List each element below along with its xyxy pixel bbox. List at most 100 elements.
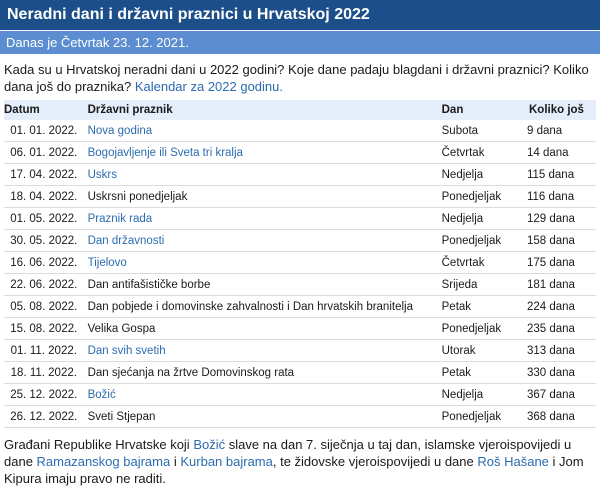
- holiday-date: 01. 05. 2022.: [4, 207, 84, 230]
- table-row: 22. 06. 2022. Dan antifašističke borbe Sri…: [4, 273, 596, 296]
- holiday-name-cell: Božić: [83, 383, 442, 406]
- holiday-name-cell: Nova godina: [83, 120, 442, 142]
- table-row: 30. 05. 2022. Dan državnosti Ponedjeljak 15…: [4, 229, 596, 252]
- footer-text-3: i: [170, 454, 181, 469]
- table-row: 01. 01. 2022. Nova godina Subota 9 dana: [4, 120, 596, 142]
- days-remaining: 181 dana: [520, 273, 596, 296]
- column-header-date: Datum: [4, 100, 84, 120]
- table-row: 16. 06. 2022. Tijelovo Četvrtak 175 dana: [4, 251, 596, 274]
- holiday-weekday: Subota: [441, 120, 521, 142]
- table-row: 25. 12. 2022. Božić Nedjelja 367 dana: [4, 383, 596, 406]
- footer-text-5: i Jom Kipura imaju pravo ne raditi.: [4, 454, 584, 486]
- column-header-holiday: Državni praznik: [83, 100, 442, 120]
- holiday-date: 15. 08. 2022.: [4, 317, 84, 340]
- table-row: 18. 11. 2022. Dan sjećanja na žrtve Domov…: [4, 361, 596, 384]
- holiday-name-link[interactable]: Božić: [87, 388, 116, 401]
- holiday-name-cell: Uskrs: [83, 163, 442, 186]
- holiday-name-cell: Sveti Stjepan: [83, 405, 442, 428]
- intro-text: Kada su u Hrvatskoj neradni dani u 2022 …: [4, 62, 589, 94]
- column-header-day: Dan: [441, 100, 521, 120]
- holiday-weekday: Ponedjeljak: [441, 185, 521, 208]
- holiday-date: 18. 11. 2022.: [4, 361, 84, 384]
- days-remaining: 115 dana: [520, 163, 596, 186]
- table-row: 18. 04. 2022. Uskrsni ponedjeljak Ponedjel…: [4, 185, 596, 208]
- holiday-name-link[interactable]: Tijelovo: [87, 256, 127, 269]
- table-row: 06. 01. 2022. Bogojavljenje ili Sveta tri…: [4, 141, 596, 164]
- holiday-weekday: Nedjelja: [441, 207, 521, 230]
- days-remaining: 9 dana: [520, 120, 596, 142]
- footer-paragraph: Građani Republike Hrvatske koji Božić sl…: [0, 428, 600, 487]
- holiday-weekday: Utorak: [441, 339, 521, 362]
- days-remaining: 224 dana: [520, 295, 596, 318]
- holiday-name-cell: Dan državnosti: [83, 229, 442, 252]
- holiday-weekday: Četvrtak: [441, 141, 521, 164]
- days-remaining: 158 dana: [520, 229, 596, 252]
- holiday-weekday: Ponedjeljak: [441, 317, 521, 340]
- holiday-name-link[interactable]: Nova godina: [87, 124, 153, 137]
- holiday-name-link[interactable]: Praznik rada: [87, 212, 153, 225]
- days-remaining: 330 dana: [520, 361, 596, 384]
- days-remaining: 367 dana: [520, 383, 596, 406]
- table-row: 26. 12. 2022. Sveti Stjepan Ponedjeljak 368…: [4, 405, 596, 428]
- page-title: Neradni dani i državni praznici u Hrvats…: [0, 0, 600, 30]
- footer-link-ramazanski-bajram[interactable]: Ramazanskog bajrama: [36, 454, 171, 469]
- table-row: 17. 04. 2022. Uskrs Nedjelja 115 dana: [4, 163, 596, 186]
- holiday-name: Uskrsni ponedjeljak: [87, 190, 188, 203]
- holiday-weekday: Nedjelja: [441, 163, 521, 186]
- holiday-weekday: Srijeda: [441, 273, 521, 296]
- footer-text-2: slave na dan 7. siječnja u taj dan, isla…: [4, 437, 572, 469]
- holiday-name: Dan sjećanja na žrtve Domovinskog rata: [87, 366, 295, 379]
- holiday-name-link[interactable]: Bogojavljenje ili Sveta tri kralja: [87, 146, 243, 159]
- holiday-weekday: Ponedjeljak: [441, 229, 521, 252]
- holiday-date: 25. 12. 2022.: [4, 383, 84, 406]
- holidays-table: Datum Državni praznik Dan Koliko još 01.…: [4, 100, 596, 428]
- holiday-name-cell: Uskrsni ponedjeljak: [83, 185, 442, 208]
- footer-text-1: Građani Republike Hrvatske koji: [4, 437, 194, 452]
- holiday-date: 05. 08. 2022.: [4, 295, 84, 318]
- holidays-table-body: 01. 01. 2022. Nova godina Subota 9 dana 06. …: [4, 120, 596, 428]
- table-row: 15. 08. 2022. Velika Gospa Ponedjeljak 235 …: [4, 317, 596, 340]
- holiday-name-cell: Bogojavljenje ili Sveta tri kralja: [83, 141, 442, 164]
- today-banner: Danas je Četvrtak 23. 12. 2021.: [0, 30, 600, 54]
- days-remaining: 368 dana: [520, 405, 596, 428]
- holiday-name-cell: Praznik rada: [83, 207, 442, 230]
- table-row: 05. 08. 2022. Dan pobjede i domovinske za…: [4, 295, 596, 318]
- column-header-days-left: Koliko još: [520, 100, 596, 120]
- days-remaining: 14 dana: [520, 141, 596, 164]
- holiday-date: 18. 04. 2022.: [4, 185, 84, 208]
- footer-text-4: , te židovske vjeroispovijedi u dane: [272, 454, 478, 469]
- table-row: 01. 05. 2022. Praznik rada Nedjelja 129 dan…: [4, 207, 596, 230]
- holiday-weekday: Ponedjeljak: [441, 405, 521, 428]
- holiday-date: 16. 06. 2022.: [4, 251, 84, 274]
- holiday-date: 17. 04. 2022.: [4, 163, 84, 186]
- holiday-weekday: Petak: [441, 361, 521, 384]
- holiday-name: Dan antifašističke borbe: [87, 278, 211, 291]
- holiday-name-link[interactable]: Uskrs: [87, 168, 117, 181]
- holiday-date: 06. 01. 2022.: [4, 141, 84, 164]
- holiday-name-cell: Dan sjećanja na žrtve Domovinskog rata: [83, 361, 442, 384]
- footer-link-kurban-bajram[interactable]: Kurban bajrama: [180, 454, 273, 469]
- holiday-name-cell: Dan pobjede i domovinske zahvalnosti i D…: [83, 295, 442, 318]
- days-remaining: 116 dana: [520, 185, 596, 208]
- holiday-date: 30. 05. 2022.: [4, 229, 84, 252]
- days-remaining: 313 dana: [520, 339, 596, 362]
- holiday-name-cell: Velika Gospa: [83, 317, 442, 340]
- holiday-name-link[interactable]: Dan državnosti: [87, 234, 165, 247]
- holiday-weekday: Četvrtak: [441, 251, 521, 274]
- footer-link-bozic[interactable]: Božić: [193, 437, 226, 452]
- holiday-date: 26. 12. 2022.: [4, 405, 84, 428]
- holiday-weekday: Nedjelja: [441, 383, 521, 406]
- calendar-2022-link[interactable]: Kalendar za 2022 godinu.: [134, 79, 284, 94]
- holiday-name: Velika Gospa: [87, 322, 156, 335]
- holiday-name-link[interactable]: Dan svih svetih: [87, 344, 166, 357]
- holiday-date: 22. 06. 2022.: [4, 273, 84, 296]
- table-header-row: Datum Državni praznik Dan Koliko još: [4, 100, 596, 120]
- holiday-name: Dan pobjede i domovinske zahvalnosti i D…: [87, 300, 413, 313]
- days-remaining: 129 dana: [520, 207, 596, 230]
- days-remaining: 235 dana: [520, 317, 596, 340]
- holiday-date: 01. 01. 2022.: [4, 120, 84, 142]
- holiday-date: 01. 11. 2022.: [4, 339, 84, 362]
- table-row: 01. 11. 2022. Dan svih svetih Utorak 313 da…: [4, 339, 596, 362]
- holiday-name-cell: Tijelovo: [83, 251, 442, 274]
- footer-link-ros-hasana[interactable]: Roš Hašane: [477, 454, 549, 469]
